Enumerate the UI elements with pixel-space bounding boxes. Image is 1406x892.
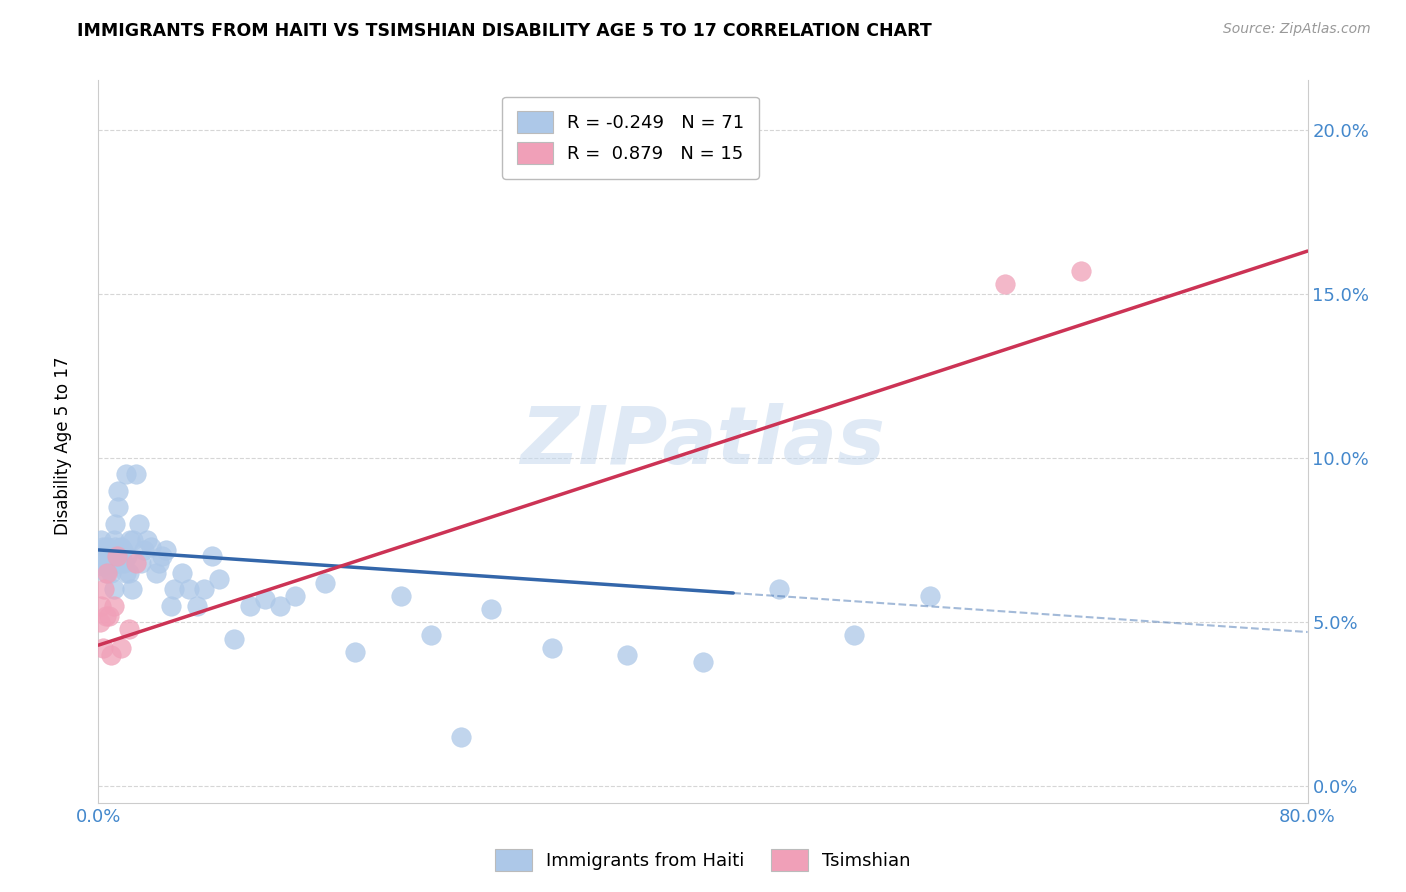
Point: [96, 566, 118, 580]
Point: [125, 467, 148, 482]
Point: [94, 608, 117, 623]
Point: [135, 533, 157, 547]
Point: [90, 533, 112, 547]
Point: [193, 582, 215, 597]
Point: [239, 599, 262, 613]
Point: [98, 553, 121, 567]
Point: [111, 542, 134, 557]
Point: [768, 582, 790, 597]
Point: [98, 542, 121, 557]
Point: [107, 500, 129, 515]
Point: [94, 549, 117, 564]
Point: [616, 648, 638, 662]
Point: [93, 546, 115, 560]
Point: [201, 549, 224, 564]
Point: [100, 566, 122, 580]
Point: [170, 566, 193, 580]
Point: [91, 641, 114, 656]
Point: [104, 516, 127, 531]
Point: [114, 566, 136, 580]
Point: [269, 599, 291, 613]
Point: [389, 589, 412, 603]
Point: [120, 533, 142, 547]
Point: [96, 556, 118, 570]
Point: [129, 556, 152, 570]
Point: [186, 599, 208, 613]
Point: [89, 542, 111, 557]
Point: [93, 582, 115, 597]
Point: [125, 556, 148, 570]
Point: [344, 645, 367, 659]
Point: [94, 566, 117, 580]
Point: [110, 540, 132, 554]
Point: [163, 582, 186, 597]
Point: [118, 566, 141, 580]
Point: [89, 615, 111, 630]
Point: [918, 589, 941, 603]
Point: [150, 549, 173, 564]
Point: [104, 540, 127, 554]
Point: [110, 641, 132, 656]
Point: [284, 589, 307, 603]
Text: Source: ZipAtlas.com: Source: ZipAtlas.com: [1223, 22, 1371, 37]
Point: [121, 582, 143, 597]
Point: [128, 516, 150, 531]
Point: [114, 467, 136, 482]
Point: [132, 542, 155, 557]
Point: [96, 540, 118, 554]
Point: [155, 542, 177, 557]
Text: IMMIGRANTS FROM HAITI VS TSIMSHIAN DISABILITY AGE 5 TO 17 CORRELATION CHART: IMMIGRANTS FROM HAITI VS TSIMSHIAN DISAB…: [77, 22, 932, 40]
Point: [450, 730, 472, 744]
Text: ZIPatlas: ZIPatlas: [520, 402, 886, 481]
Point: [110, 549, 132, 564]
Point: [98, 608, 121, 623]
Point: [224, 632, 246, 646]
Point: [91, 559, 114, 574]
Point: [103, 533, 125, 547]
Point: [145, 566, 167, 580]
Point: [994, 277, 1017, 291]
Point: [160, 599, 183, 613]
Point: [115, 549, 138, 564]
Point: [148, 556, 170, 570]
Point: [208, 573, 231, 587]
Point: [118, 622, 141, 636]
Point: [253, 592, 276, 607]
Point: [179, 582, 201, 597]
Text: Disability Age 5 to 17: Disability Age 5 to 17: [55, 357, 72, 535]
Legend: Immigrants from Haiti, Tsimshian: Immigrants from Haiti, Tsimshian: [488, 842, 918, 879]
Point: [105, 556, 128, 570]
Point: [107, 483, 129, 498]
Point: [93, 553, 115, 567]
Point: [101, 556, 124, 570]
Point: [100, 542, 122, 557]
Point: [112, 556, 135, 570]
Point: [90, 556, 112, 570]
Point: [108, 556, 131, 570]
Point: [540, 641, 562, 656]
Point: [103, 599, 125, 613]
Point: [103, 582, 125, 597]
Point: [1070, 264, 1092, 278]
Point: [420, 628, 443, 642]
Point: [105, 549, 128, 564]
Point: [844, 628, 866, 642]
Point: [314, 575, 336, 590]
Point: [105, 546, 128, 560]
Point: [141, 540, 163, 554]
Point: [90, 599, 112, 613]
Point: [692, 655, 714, 669]
Point: [100, 648, 122, 662]
Point: [91, 540, 114, 554]
Point: [122, 533, 145, 547]
Point: [481, 602, 503, 616]
Legend: R = -0.249   N = 71, R =  0.879   N = 15: R = -0.249 N = 71, R = 0.879 N = 15: [502, 96, 759, 178]
